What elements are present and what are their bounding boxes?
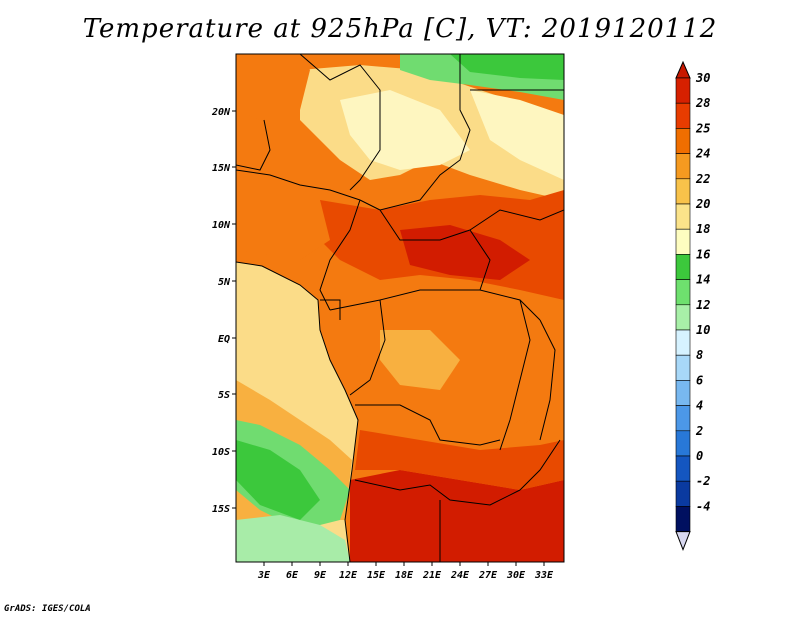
colorbar-segment — [675, 430, 691, 457]
lon-label: 24E — [450, 570, 470, 581]
border-zambia-east — [519, 439, 561, 491]
colorbar-segment — [675, 178, 691, 205]
colorbar-segment — [675, 254, 691, 280]
lat-label: 20N — [211, 107, 231, 118]
colorbar-max-arrow — [675, 60, 691, 79]
congo-mild — [380, 330, 460, 390]
colorbar-label: -4 — [696, 499, 710, 513]
lon-label: 6E — [286, 570, 299, 581]
colorbar-segment — [675, 380, 691, 406]
border-tanzania — [539, 319, 556, 441]
nw-warm — [236, 54, 310, 130]
chart-title: Temperature at 925hPa [C], VT: 201912011… — [82, 14, 718, 44]
lat-label: EQ — [218, 334, 230, 345]
colorbar-label: 6 — [696, 373, 703, 387]
border-south-sudan — [469, 209, 564, 231]
colorbar-segment — [675, 354, 691, 381]
colorbar-label: 2 — [695, 424, 703, 438]
colorbar-segment — [675, 329, 691, 356]
coastline-west — [236, 261, 359, 562]
colorbar-label: 25 — [695, 121, 710, 135]
lon-label: 21E — [422, 570, 442, 581]
sudan-coolest — [470, 90, 564, 180]
southern-hottest — [350, 470, 564, 562]
lon-label: 15E — [367, 570, 386, 581]
colorbar-label: 24 — [695, 147, 710, 161]
colorbar-label: 20 — [695, 197, 710, 211]
colorbar-segment — [675, 128, 691, 154]
colorbar-segment — [675, 228, 691, 255]
border-congo-north — [329, 289, 541, 321]
lat-label: 5S — [218, 390, 230, 401]
border-chad-sudan — [379, 54, 471, 211]
border-nigeria-north — [236, 169, 381, 211]
grads-credit: GrADS: IGES/COLA — [4, 604, 91, 614]
colorbar-label: 8 — [696, 348, 703, 362]
colorbar-segment — [675, 480, 691, 507]
colorbar-label: 4 — [696, 399, 703, 413]
sahara-coolest — [340, 90, 470, 170]
colorbar-segment — [675, 203, 691, 230]
colorbar-segment — [675, 279, 691, 306]
central-hottest — [400, 225, 530, 280]
colorbar-segment — [675, 455, 691, 482]
south-atlantic-green-dark — [236, 440, 320, 520]
border-mali — [236, 119, 271, 171]
lat-label: 5N — [218, 277, 231, 288]
lat-label: 15S — [212, 504, 230, 515]
colorbar-label: 28 — [695, 96, 710, 110]
colorbar-label: 18 — [696, 222, 710, 236]
colorbar-label: 14 — [696, 273, 710, 287]
lon-label: 33E — [534, 570, 554, 581]
south-atlantic-green-light — [236, 515, 350, 562]
colorbar-segment — [675, 506, 691, 532]
lon-label: 12E — [339, 570, 358, 581]
border-angola-south — [354, 479, 521, 506]
border-congo-brazza — [349, 299, 386, 396]
lon-label: 3E — [257, 570, 271, 581]
lon-label: 30E — [506, 570, 526, 581]
lat-axis: 20N 15N 10N 5N EQ 5S 10S 15S — [211, 107, 236, 515]
colorbar-segment — [675, 102, 691, 129]
border-cameroon — [319, 199, 361, 311]
colorbar-label: 12 — [696, 298, 710, 312]
colorbar-segment — [675, 153, 691, 180]
border-gabon — [320, 299, 341, 320]
colorbar-label: 10 — [696, 323, 710, 337]
lat-label: 10N — [212, 220, 231, 231]
lon-label: 27E — [478, 570, 498, 581]
border-angola-drc — [355, 404, 501, 446]
colorbar-segment — [675, 405, 691, 432]
colorbar-label: -2 — [696, 474, 710, 488]
west-africa-warm — [236, 170, 330, 260]
colorbar-segment — [675, 77, 691, 104]
temperature-field — [236, 54, 564, 562]
southern-hot — [355, 430, 564, 490]
lat-label: 15N — [212, 163, 231, 174]
colorbar-label: 0 — [696, 449, 703, 463]
lon-axis: 3E 6E 9E 12E 15E 18E 21E 24E 27E 30E 33E — [257, 562, 554, 581]
lat-label: 10S — [212, 447, 230, 458]
map-frame — [235, 53, 565, 563]
colorbar-label: 16 — [696, 247, 710, 261]
colorbar-min-arrow — [675, 531, 691, 551]
colorbar-label: 22 — [695, 172, 710, 186]
border-niger-chad — [299, 54, 381, 191]
border-drc-east — [499, 299, 531, 451]
country-borders — [236, 54, 564, 562]
colorbar-label: 30 — [695, 71, 710, 85]
border-car — [379, 209, 491, 291]
colorbar-segment — [675, 304, 691, 331]
lon-label: 18E — [395, 570, 414, 581]
lon-label: 9E — [314, 570, 327, 581]
north-green-dark — [450, 54, 564, 80]
